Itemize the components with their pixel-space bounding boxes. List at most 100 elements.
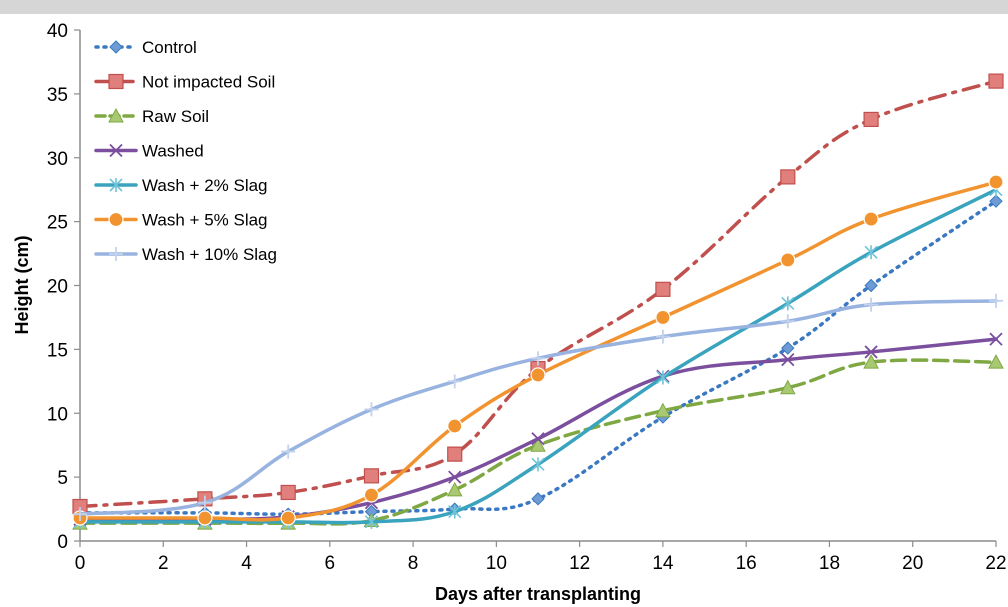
legend-item: Raw Soil [94, 107, 209, 126]
x-tick-label: 20 [902, 553, 923, 574]
series-lines [72, 73, 1004, 530]
data-point [447, 446, 463, 462]
series-line [78, 358, 998, 526]
x-axis-title: Days after transplanting [435, 584, 641, 604]
data-point [530, 437, 546, 452]
legend-label: Raw Soil [142, 107, 209, 126]
x-tick-label: 14 [652, 553, 674, 574]
legend-label: Wash + 10% Slag [142, 245, 277, 264]
data-point [73, 507, 87, 522]
data-point [863, 111, 879, 128]
y-tick-label: 20 [47, 277, 68, 298]
x-tick-label: 0 [75, 553, 86, 574]
data-point [448, 504, 462, 519]
legend-label: Control [142, 38, 197, 57]
x-tick-label: 8 [408, 553, 419, 574]
x-tick-label: 12 [569, 553, 590, 574]
y-axis-title: Height (cm) [12, 235, 32, 334]
data-point [280, 510, 296, 526]
data-point [864, 278, 878, 293]
legend-marker [109, 178, 123, 192]
legend-item: Not impacted Soil [94, 73, 275, 92]
data-point [781, 341, 795, 355]
data-point [989, 332, 1003, 346]
x-tick-label: 18 [819, 553, 840, 574]
data-point [655, 281, 671, 297]
data-point [197, 510, 213, 526]
data-point [989, 293, 1003, 308]
legend-marker [108, 211, 124, 228]
data-point [781, 296, 795, 311]
data-point [780, 314, 795, 329]
y-tick-label: 40 [47, 21, 68, 42]
y-tick-label: 0 [57, 532, 68, 553]
data-point [988, 73, 1004, 89]
data-point [531, 432, 545, 446]
x-tick-label: 2 [158, 553, 169, 574]
y-tick-label: 10 [47, 404, 68, 425]
series-wash-5-slag [72, 174, 1004, 526]
data-point [448, 470, 462, 484]
legend-marker [108, 107, 124, 123]
x-tick-label: 4 [241, 553, 252, 574]
x-tick-label: 22 [985, 553, 1006, 574]
data-point [781, 352, 795, 367]
series-line [78, 299, 998, 516]
data-point [989, 194, 1003, 208]
y-tick-label: 30 [47, 149, 68, 170]
data-point [363, 468, 380, 484]
data-point [530, 367, 546, 383]
y-tick-label: 35 [47, 85, 68, 106]
legend-label: Not impacted Soil [142, 73, 275, 92]
data-point [197, 495, 212, 510]
data-point [863, 211, 879, 227]
x-tick-label: 6 [325, 553, 336, 574]
legend-item: Wash + 5% Slag [94, 211, 268, 230]
data-point [280, 484, 296, 501]
data-point [863, 354, 879, 369]
data-point [363, 487, 380, 503]
data-point [655, 309, 671, 326]
y-tick-label: 5 [57, 468, 68, 489]
top-border [0, 0, 1008, 14]
x-tick-label: 16 [736, 553, 757, 574]
legend-marker [109, 40, 123, 54]
legend-label: Wash + 5% Slag [142, 211, 268, 230]
data-point [656, 370, 670, 385]
data-point [531, 351, 545, 366]
data-point [655, 329, 670, 344]
data-point [447, 418, 463, 434]
x-tick-label: 10 [486, 553, 507, 574]
legend-marker [109, 247, 123, 261]
data-point [281, 444, 296, 459]
legend-item: Control [94, 38, 197, 57]
data-point [988, 174, 1004, 190]
data-point [988, 354, 1004, 369]
data-point [531, 492, 545, 506]
legend: Control Not impacted Soil Raw Soil Washed Wa… [94, 38, 277, 264]
data-point [864, 245, 878, 260]
legend-item: Wash + 10% Slag [94, 245, 277, 264]
series-line [78, 187, 998, 525]
legend-marker [109, 143, 123, 158]
data-point [364, 402, 379, 417]
axes: 0 5 10 15 20 25 30 35 40 0 2 4 6 8 10 12 14 16 18 20 22 [47, 21, 1007, 574]
series-wash-10-slag [73, 293, 1003, 522]
data-point [655, 402, 671, 418]
data-point [779, 379, 796, 395]
y-tick-label: 25 [47, 213, 68, 234]
legend-label: Washed [142, 142, 204, 161]
data-point [447, 374, 462, 389]
series-line [78, 180, 998, 522]
data-point [864, 297, 879, 312]
data-point [780, 169, 796, 185]
legend-item: Wash + 2% Slag [94, 176, 268, 195]
data-point [364, 514, 379, 529]
data-point [446, 481, 463, 497]
legend-marker [108, 73, 124, 90]
data-point [531, 457, 545, 472]
legend-item: Washed [94, 142, 204, 161]
data-point [864, 345, 878, 359]
